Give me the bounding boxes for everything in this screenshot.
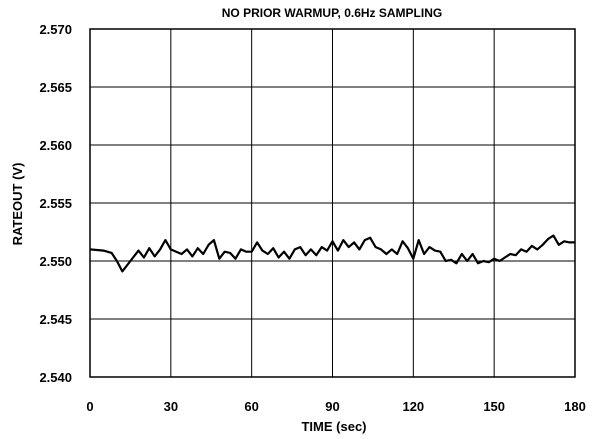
x-tick-label: 90 xyxy=(325,399,339,414)
x-tick-label: 120 xyxy=(402,399,424,414)
y-tick-label: 2.565 xyxy=(39,80,72,95)
x-tick-label: 30 xyxy=(164,399,178,414)
y-axis-label: RATEOUT (V) xyxy=(10,163,25,246)
series-line xyxy=(89,234,575,273)
x-axis-ticks: 0 30 60 90 120 150 180 xyxy=(86,399,585,414)
y-tick-label: 2.555 xyxy=(39,196,72,211)
grid-lines xyxy=(90,29,575,377)
y-tick-label: 2.550 xyxy=(39,254,72,269)
x-tick-label: 150 xyxy=(483,399,505,414)
x-tick-label: 0 xyxy=(86,399,93,414)
y-tick-label: 2.545 xyxy=(39,312,72,327)
y-axis-ticks: 2.540 2.545 2.550 2.555 2.560 2.565 2.570 xyxy=(39,22,72,385)
x-tick-label: 180 xyxy=(564,399,586,414)
y-tick-label: 2.560 xyxy=(39,138,72,153)
x-axis-label: TIME (sec) xyxy=(301,419,366,434)
y-tick-label: 2.540 xyxy=(39,370,72,385)
series-group xyxy=(89,234,575,273)
y-tick-label: 2.570 xyxy=(39,22,72,37)
chart-title: NO PRIOR WARMUP, 0.6Hz SAMPLING xyxy=(222,6,442,20)
plot-area-frame xyxy=(89,28,576,378)
x-tick-label: 60 xyxy=(244,399,258,414)
